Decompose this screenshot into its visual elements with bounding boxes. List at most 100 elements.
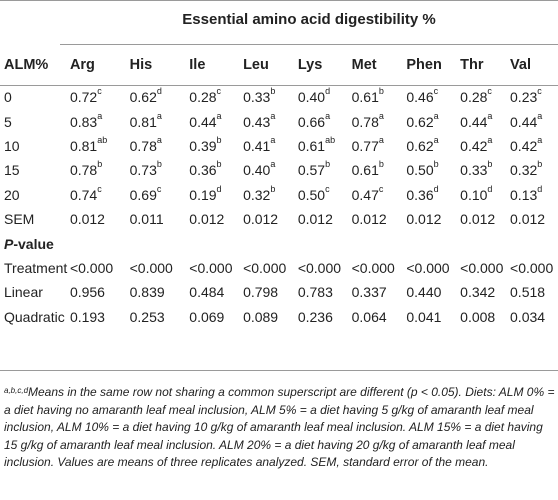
table-cell: 0.78a <box>352 109 407 133</box>
table-cell: <0.000 <box>69 259 114 276</box>
cell-value: 0.78 <box>69 162 98 179</box>
cell-value: 0.28 <box>460 89 488 106</box>
cell-superscript: d <box>325 86 331 97</box>
table-cell: <0.000 <box>460 259 504 276</box>
table-cell: 0.72c <box>70 85 130 109</box>
cell-value: 0.32 <box>243 186 271 203</box>
cell-superscript: c <box>156 183 162 194</box>
cell-superscript: b <box>216 159 222 170</box>
column-header-ile: Ile <box>189 57 206 73</box>
table-row: Treatment <0.000 <0.000 <0.000 <0.000 <0.000 <… <box>0 256 558 280</box>
cell-value: 0.40 <box>297 89 326 106</box>
row-label: 10 <box>4 137 20 154</box>
cell-superscript: c <box>378 183 384 194</box>
digestibility-table: ALM% Arg His Ile Leu Lys Met Phen Thr Val 0 0.72c 0… <box>0 45 558 329</box>
table-cell: 0.236 <box>297 308 333 325</box>
cell-value: 0.62 <box>406 113 434 130</box>
table-cell: 0.73b <box>130 158 190 182</box>
cell-value: 0.012 <box>243 211 279 228</box>
cell-value: 0.012 <box>297 211 333 228</box>
table-cell: 0.66a <box>298 109 352 133</box>
cell-value: 0.61 <box>351 89 379 106</box>
cell-value: 0.62 <box>406 137 434 154</box>
row-label: 5 <box>4 113 12 130</box>
table-cell: 0.39b <box>189 134 243 158</box>
table-cell: 0.40a <box>243 158 298 182</box>
cell-superscript: d <box>433 183 439 194</box>
cell-superscript: a <box>270 159 276 170</box>
cell-value: 0.40 <box>243 162 271 179</box>
cell-superscript: a <box>487 110 493 121</box>
table-cell: 0.81a <box>130 109 190 133</box>
cell-superscript: a <box>156 134 162 145</box>
cell-value: 0.66 <box>297 113 326 130</box>
table-cell: 0.36b <box>189 158 243 182</box>
table-cell: 0.041 <box>406 308 442 325</box>
column-header-alm-pct: ALM% <box>4 57 49 73</box>
cell-value: 0.28 <box>189 89 217 106</box>
table-cell: 0.44a <box>460 109 510 133</box>
cell-value: 0.36 <box>406 186 434 203</box>
table-cell: 0.13d <box>510 183 558 207</box>
table-cell: 0.62a <box>406 109 460 133</box>
row-label: Treatment <box>4 259 68 276</box>
table-cell: 0.518 <box>510 284 546 301</box>
row-label: 0 <box>4 89 12 106</box>
table-cell: 0.193 <box>69 308 105 325</box>
cell-superscript: b <box>378 159 384 170</box>
cell-value: 0.78 <box>351 113 379 130</box>
table-cell: 0.36d <box>406 183 460 207</box>
cell-value: 0.81 <box>69 137 98 154</box>
table-cell: 0.74c <box>70 183 130 207</box>
table-cell: 0.32b <box>510 158 558 182</box>
table-row: 5 0.83a 0.81a 0.44a 0.43a 0.66a 0.78a 0.62a 0.44… <box>0 109 558 133</box>
table-cell: <0.000 <box>510 259 554 276</box>
cell-value: 0.33 <box>243 89 271 106</box>
cell-value: 0.78 <box>129 137 157 154</box>
table-cell: 0.50b <box>406 158 460 182</box>
cell-superscript: a <box>270 110 276 121</box>
cell-superscript: a <box>378 110 384 121</box>
cell-superscript: ab <box>97 134 108 145</box>
column-header-thr: Thr <box>460 57 484 73</box>
cell-value: 0.012 <box>460 211 496 228</box>
cell-value: 0.50 <box>406 162 434 179</box>
cell-value: 0.47 <box>351 186 379 203</box>
cell-superscript: c <box>487 86 492 97</box>
row-label: Linear <box>4 284 43 301</box>
cell-value: 0.012 <box>69 211 105 228</box>
table-cell: 0.61b <box>352 158 407 182</box>
pvalue-header-rest: -value <box>13 235 54 252</box>
cell-superscript: b <box>97 159 103 170</box>
cell-superscript: c <box>325 183 330 194</box>
cell-superscript: b <box>378 86 384 97</box>
table-cell: 0.012 <box>298 207 352 231</box>
table-cell: 0.44a <box>189 109 243 133</box>
table-cell: 0.50c <box>298 183 352 207</box>
table-cell: 0.783 <box>297 284 333 301</box>
cell-value: 0.77 <box>351 137 379 154</box>
cell-value: 0.19 <box>189 186 217 203</box>
column-header-lys: Lys <box>297 57 323 73</box>
table-cell: <0.000 <box>243 259 287 276</box>
table-cell: 0.012 <box>70 207 130 231</box>
cell-value: 0.012 <box>406 211 442 228</box>
cell-superscript: a <box>156 110 162 121</box>
table-cell: 0.012 <box>352 207 407 231</box>
cell-superscript: c <box>97 183 102 194</box>
table-cell: 0.440 <box>406 284 442 301</box>
cell-superscript: a <box>433 110 439 121</box>
cell-value: 0.011 <box>129 211 164 228</box>
header-row: ALM% Arg His Ile Leu Lys Met Phen Thr Val <box>0 45 558 85</box>
table-cell: <0.000 <box>406 259 450 276</box>
table-cell: 0.798 <box>243 284 279 301</box>
table-cell: 0.342 <box>460 284 496 301</box>
cell-superscript: ab <box>325 134 336 145</box>
cell-value: 0.32 <box>510 162 538 179</box>
pvalue-header: P-value <box>0 231 558 255</box>
cell-superscript: a <box>433 134 439 145</box>
table-cell: 0.10d <box>460 183 510 207</box>
cell-superscript: a <box>216 110 222 121</box>
table-cell: 0.78b <box>70 158 130 182</box>
table-cell: 0.46c <box>406 85 460 109</box>
